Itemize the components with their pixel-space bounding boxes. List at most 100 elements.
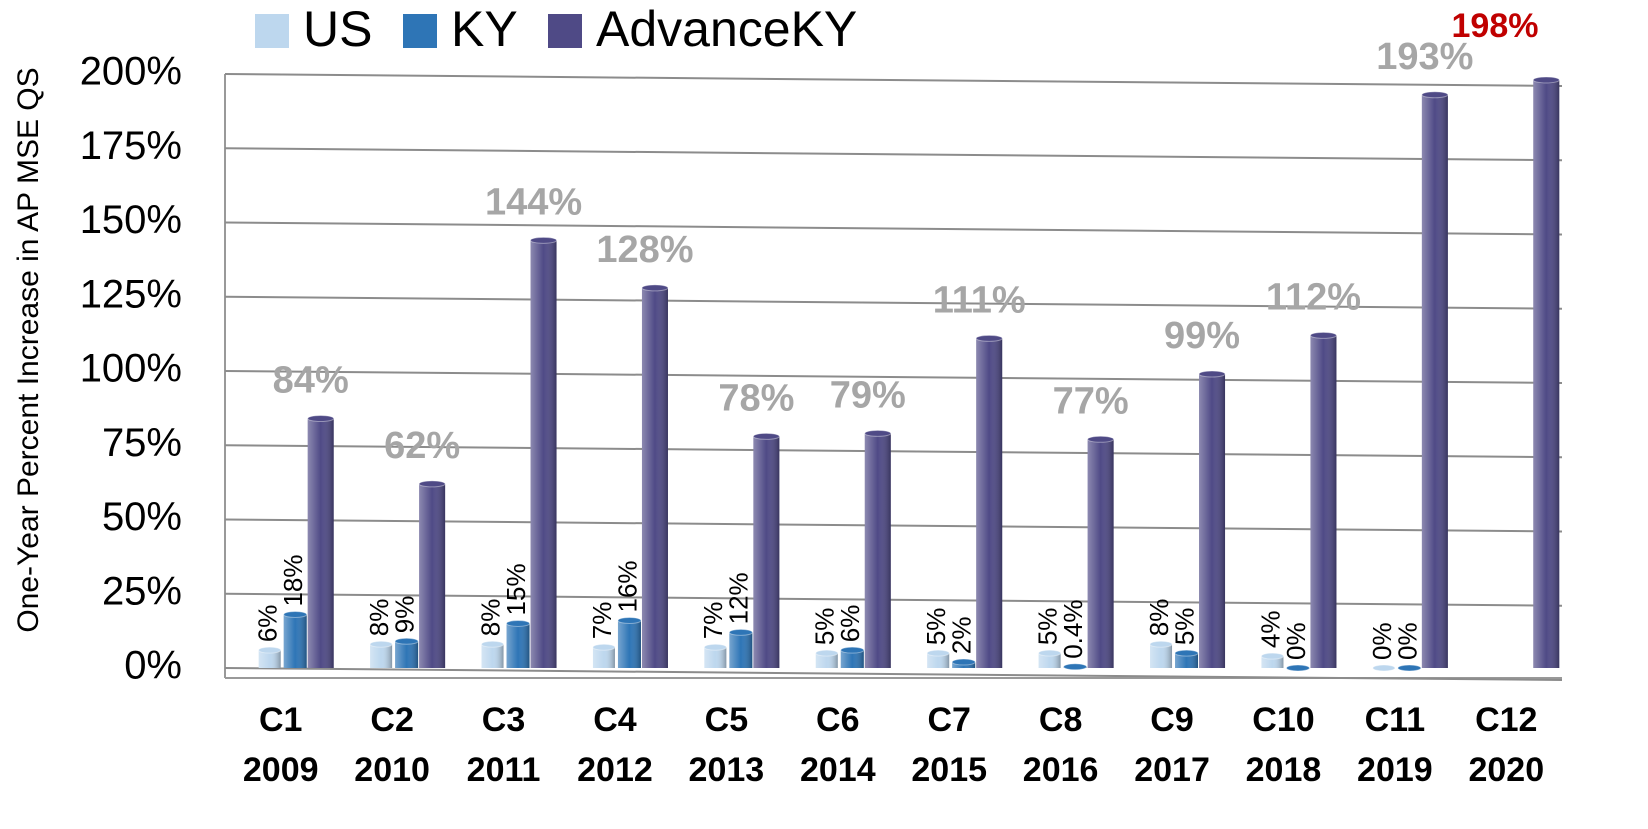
- value-label: 4%: [1255, 611, 1285, 649]
- bar-cap: [840, 646, 865, 654]
- bar-cap: [1372, 664, 1396, 672]
- x-tick-label: C8: [1039, 701, 1082, 739]
- bar-group: [1149, 640, 1173, 668]
- x-tick-label: 2015: [911, 751, 987, 789]
- value-label: 8%: [1144, 599, 1174, 637]
- x-tick-label: C4: [593, 701, 637, 739]
- x-tick-label: 2020: [1468, 751, 1544, 789]
- x-tick-label-group: C5 2013: [689, 701, 765, 789]
- y-tick-label: 100%: [80, 347, 182, 391]
- value-label: 79%: [830, 374, 906, 416]
- bar-shade: [617, 620, 641, 668]
- value-label: 144%: [485, 181, 582, 223]
- grid-line: [224, 221, 1563, 236]
- x-tick-label: C2: [370, 701, 413, 739]
- x-tick-label: C3: [482, 701, 525, 739]
- bar-shade: [641, 287, 668, 668]
- grid-line: [224, 444, 1563, 459]
- x-tick-label-group: C8 2016: [1023, 701, 1099, 789]
- value-label: 84%: [273, 360, 349, 402]
- value-label: 5%: [921, 608, 951, 646]
- bar-shade: [370, 644, 393, 668]
- bar-group: [1421, 91, 1449, 669]
- bar-group: [1063, 663, 1088, 671]
- x-tick-label: C10: [1252, 701, 1314, 739]
- bar-group: [1397, 664, 1422, 672]
- grid-line: [224, 73, 1563, 87]
- value-label: 9%: [390, 596, 420, 634]
- x-tick-label: C12: [1475, 701, 1537, 739]
- bar-shade: [530, 240, 557, 668]
- x-tick-label: 2019: [1357, 751, 1433, 789]
- bar-group: [815, 649, 839, 668]
- bar-group: [1532, 76, 1560, 668]
- bar-group: [728, 628, 753, 668]
- bar-group: [283, 611, 308, 668]
- grid-line: [224, 518, 1563, 533]
- x-tick-label: 2011: [467, 751, 541, 789]
- bar-shade: [283, 614, 307, 668]
- x-tick-label: C1: [259, 701, 302, 739]
- value-label: 5%: [1169, 608, 1199, 646]
- bar-shade: [704, 647, 727, 668]
- bar-group: [369, 640, 393, 668]
- value-label: 7%: [587, 602, 617, 640]
- y-tick-label: 200%: [80, 50, 182, 94]
- bar-group: [394, 637, 419, 668]
- x-tick-label-group: C7 2015: [911, 701, 987, 789]
- x-tick-label-group: C10 2018: [1246, 701, 1322, 789]
- y-tick-label: 75%: [102, 421, 182, 465]
- value-label: 6%: [253, 605, 283, 643]
- bar-group: [1309, 331, 1337, 668]
- bar-shade: [864, 433, 891, 668]
- bar-group: [307, 415, 335, 668]
- bar-shade: [1310, 335, 1337, 668]
- x-tick-label-group: C4 2012: [577, 701, 653, 789]
- bar-cap: [530, 236, 558, 244]
- value-label: 5%: [1033, 608, 1063, 646]
- y-tick-label: 0%: [124, 644, 182, 688]
- x-tick-label-group: C3 2011: [467, 701, 541, 789]
- bar-group: [617, 616, 642, 668]
- value-label: 18%: [278, 554, 308, 606]
- y-axis-label: One-Year Percent Increase in AP MSE QS: [12, 67, 45, 632]
- bar-shade: [1150, 644, 1173, 668]
- bar-cap: [641, 284, 669, 292]
- x-tick-label: 2009: [243, 751, 319, 789]
- bar-cap: [394, 637, 419, 645]
- bar-group: [926, 649, 950, 668]
- bar-shade: [1199, 373, 1226, 668]
- grid-line: [224, 147, 1563, 162]
- value-label: 12%: [724, 572, 754, 624]
- x-tick-label: 2014: [800, 751, 876, 789]
- bar-group: [1174, 649, 1199, 668]
- value-label: 16%: [612, 560, 642, 612]
- bar-cap: [926, 649, 950, 657]
- bar-group: [951, 658, 976, 668]
- x-tick-label-group: C1 2009: [243, 701, 319, 789]
- x-tick-label: 2013: [689, 751, 765, 789]
- bar-shade: [307, 418, 334, 668]
- bar-cap: [481, 640, 505, 648]
- bar-shade: [840, 650, 864, 668]
- bar-shade: [729, 632, 753, 668]
- bar-cap: [1285, 664, 1310, 672]
- bar-shade: [481, 644, 504, 668]
- grid-line: [224, 592, 1563, 607]
- x-tick-label: 2016: [1023, 751, 1099, 789]
- bar-cap: [1038, 649, 1062, 657]
- legend-swatch: [255, 14, 289, 48]
- bar-group: [592, 643, 616, 668]
- grid-line: [224, 667, 1563, 681]
- bar-cap: [1397, 664, 1422, 672]
- value-label: 8%: [475, 599, 505, 637]
- value-label: 0.4%: [1058, 600, 1088, 659]
- bar-cap: [369, 640, 393, 648]
- value-label: 15%: [501, 563, 531, 615]
- value-label: 7%: [698, 602, 728, 640]
- bar-cap: [307, 415, 335, 423]
- bar-cap: [864, 429, 892, 437]
- bar-cap: [1260, 652, 1284, 660]
- bar-group: [864, 429, 892, 668]
